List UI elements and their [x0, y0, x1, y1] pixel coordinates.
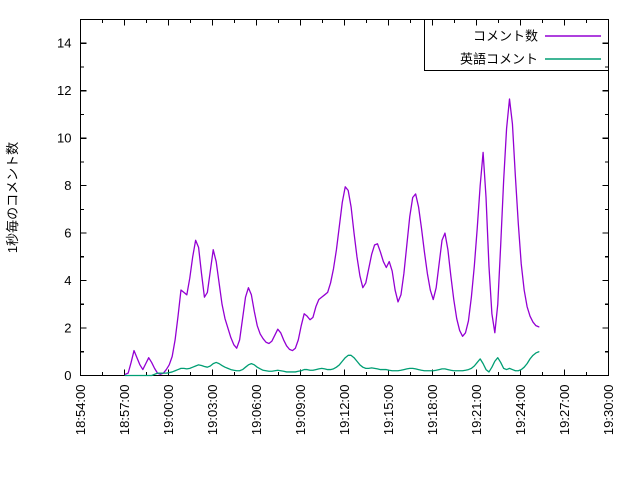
- x-tick-label: 19:12:00: [337, 385, 352, 436]
- y-tick-label: 8: [64, 178, 71, 193]
- y-axis-title: 1秒毎のコメント数: [5, 142, 20, 253]
- y-tick-label: 14: [57, 36, 71, 51]
- legend-border: [423, 18, 610, 72]
- x-tick-label: 19:06:00: [249, 385, 264, 436]
- x-tick-label: 19:24:00: [513, 385, 528, 436]
- y-tick-label: 2: [64, 321, 71, 336]
- x-tick-label: 19:30:00: [601, 385, 616, 436]
- legend-label-1: コメント数: [473, 29, 538, 44]
- y-tick-label: 4: [64, 273, 71, 288]
- data-series-group: [124, 98, 540, 377]
- legend-label-2: 英語コメント: [460, 52, 538, 67]
- axis-tickmarks: [79, 19, 610, 377]
- x-tick-label: 19:18:00: [425, 385, 440, 436]
- x-tick-label: 19:21:00: [469, 385, 484, 436]
- x-axis-tick-labels: 18:54:00 18:57:00 19:00:00 19:03:00 19:06:00…: [73, 385, 616, 436]
- x-tick-label: 18:54:00: [73, 385, 88, 436]
- y-tick-label: 10: [57, 131, 71, 146]
- y-tick-label: 0: [64, 368, 71, 383]
- x-tick-label: 19:27:00: [557, 385, 572, 436]
- y-tick-label: 6: [64, 226, 71, 241]
- x-tick-label: 19:00:00: [161, 385, 176, 436]
- x-tick-label: 18:57:00: [117, 385, 132, 436]
- plot-frame: [79, 18, 610, 377]
- y-tick-label: 12: [57, 83, 71, 98]
- x-tick-label: 19:15:00: [381, 385, 396, 436]
- series-line-2: [124, 351, 540, 377]
- series-line-1: [124, 98, 540, 375]
- x-tick-label: 19:03:00: [205, 385, 220, 436]
- x-tick-label: 19:09:00: [293, 385, 308, 436]
- y-axis-tick-labels: 0 2 4 6 8 10 12 14: [57, 36, 71, 383]
